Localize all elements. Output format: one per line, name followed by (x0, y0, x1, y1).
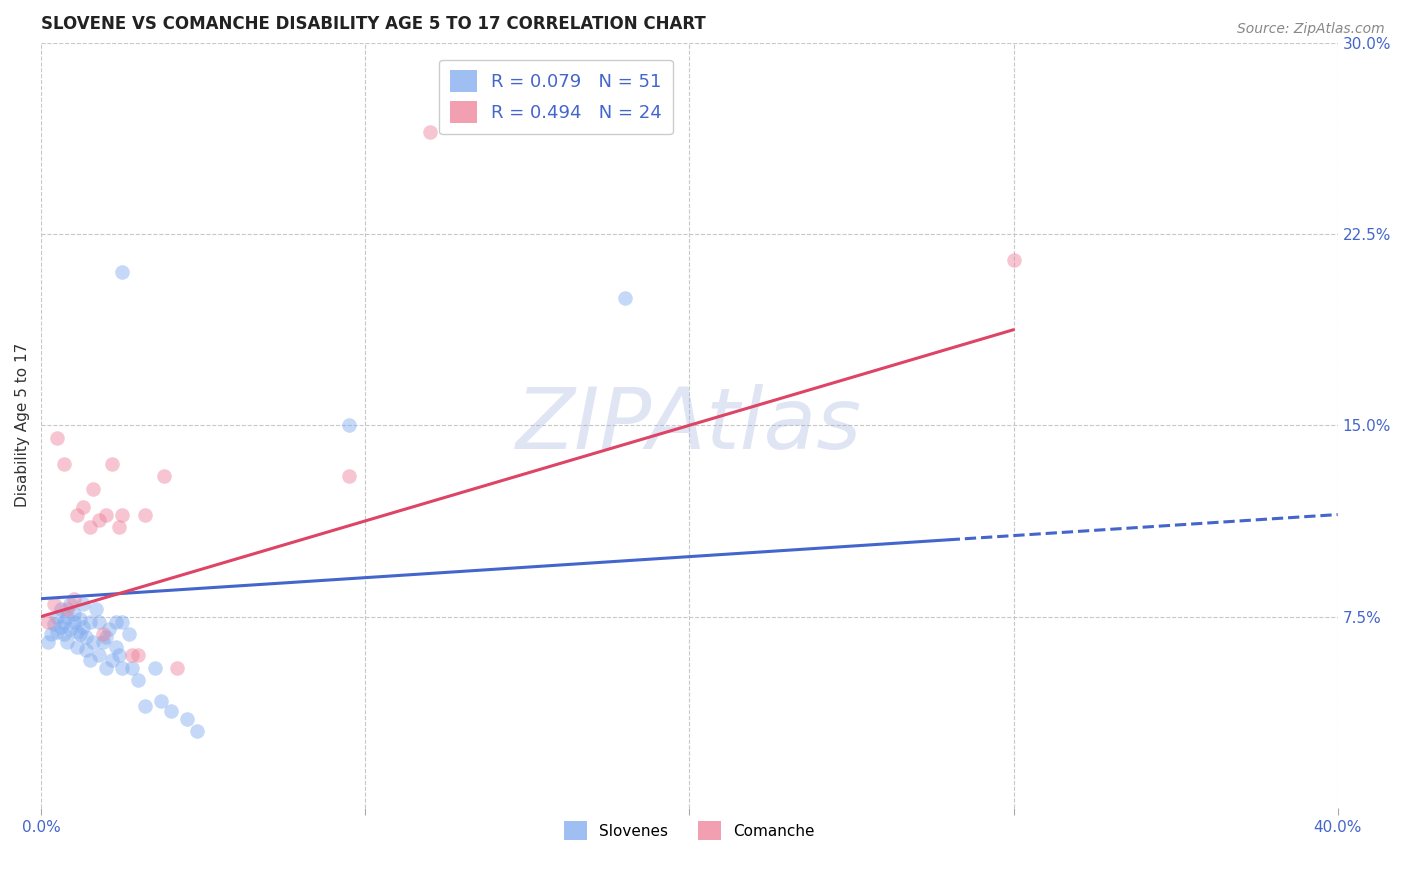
Point (1002, 252, 1025, 267)
Y-axis label: Disability Age 5 to 17: Disability Age 5 to 17 (15, 343, 30, 508)
Point (46, 624, 69, 639)
Point (186, 724, 208, 739)
Point (104, 640, 127, 654)
Point (69, 627, 91, 641)
Point (98, 622, 121, 636)
Point (337, 469, 360, 483)
Point (176, 712, 198, 726)
Point (56, 602, 79, 616)
Point (66, 640, 89, 654)
Point (111, 508, 134, 522)
Point (46, 431, 69, 445)
Point (134, 508, 156, 522)
Point (117, 627, 139, 641)
Point (52, 627, 75, 641)
Text: Source: ZipAtlas.com: Source: ZipAtlas.com (1237, 22, 1385, 37)
Point (111, 615, 134, 629)
Point (337, 418, 360, 433)
Point (49, 620, 72, 634)
Point (613, 291, 636, 305)
Point (37, 615, 59, 629)
Text: ZIPAtlas: ZIPAtlas (516, 384, 862, 467)
Point (59, 597, 82, 611)
Point (82, 482, 104, 496)
Point (39, 627, 62, 641)
Point (89, 513, 111, 527)
Point (91, 627, 114, 641)
Point (84, 602, 107, 616)
Point (94, 508, 117, 522)
Point (150, 694, 173, 708)
Text: SLOVENE VS COMANCHE DISABILITY AGE 5 TO 17 CORRELATION CHART: SLOVENE VS COMANCHE DISABILITY AGE 5 TO … (41, 15, 706, 33)
Point (108, 520, 131, 534)
Point (69, 612, 91, 626)
Point (101, 653, 124, 667)
Point (79, 653, 101, 667)
Point (46, 609, 69, 624)
Point (76, 642, 98, 657)
Point (127, 673, 149, 688)
Point (82, 635, 104, 649)
Point (111, 660, 134, 674)
Point (121, 660, 143, 674)
Point (79, 520, 101, 534)
Legend: Slovenes, Comanche: Slovenes, Comanche (558, 815, 821, 846)
Point (143, 660, 166, 674)
Point (94, 630, 117, 644)
Point (94, 660, 117, 674)
Point (52, 457, 75, 471)
Point (72, 500, 94, 514)
Point (108, 648, 131, 662)
Point (62, 607, 84, 621)
Point (104, 615, 127, 629)
Point (72, 597, 94, 611)
Point (56, 635, 79, 649)
Point (42, 617, 65, 632)
Point (37, 635, 59, 649)
Point (91, 635, 114, 649)
Point (56, 609, 79, 624)
Point (76, 630, 98, 644)
Point (52, 615, 75, 629)
Point (79, 615, 101, 629)
Point (66, 508, 89, 522)
Point (134, 698, 156, 713)
Point (49, 602, 72, 616)
Point (153, 469, 176, 483)
Point (111, 265, 134, 279)
Point (72, 620, 94, 634)
Point (62, 591, 84, 606)
Point (101, 457, 124, 471)
Point (121, 648, 143, 662)
Point (159, 704, 181, 718)
Point (127, 648, 149, 662)
Point (59, 622, 82, 636)
Point (166, 660, 188, 674)
Point (66, 624, 89, 639)
Point (62, 615, 84, 629)
Point (89, 615, 111, 629)
Point (89, 648, 111, 662)
Point (419, 125, 441, 139)
Point (42, 597, 65, 611)
